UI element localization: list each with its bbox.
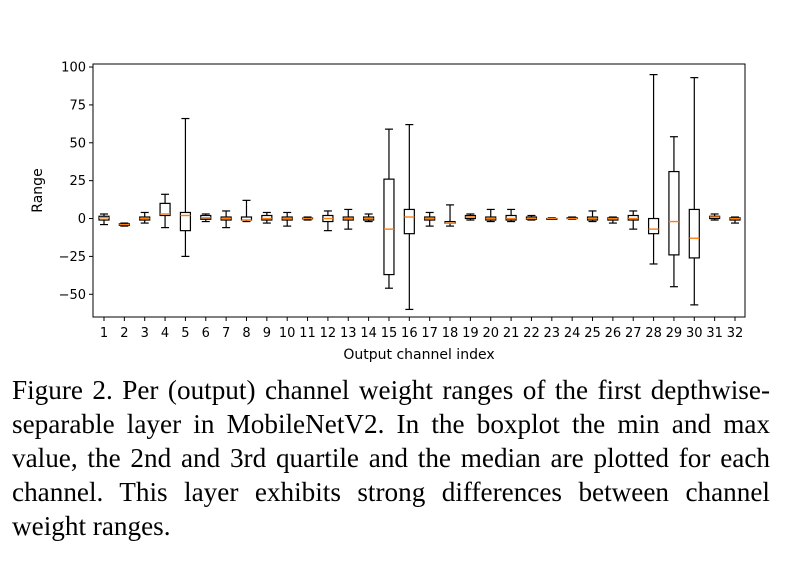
box-iqr xyxy=(688,208,700,259)
x-tick-label: 7 xyxy=(222,326,230,341)
box-iqr xyxy=(627,214,639,221)
x-tick-label: 19 xyxy=(462,326,479,341)
x-tick-label: 6 xyxy=(202,326,210,341)
box-iqr xyxy=(505,214,517,221)
x-tick-label: 14 xyxy=(360,326,377,341)
x-tick-label: 12 xyxy=(320,326,337,341)
y-tick-label: 0 xyxy=(78,212,86,227)
x-tick-label: 30 xyxy=(686,326,703,341)
x-tick-label: 28 xyxy=(645,326,662,341)
box-iqr xyxy=(159,202,171,217)
x-tick-label: 18 xyxy=(442,326,459,341)
x-tick-label: 11 xyxy=(299,326,316,341)
x-tick-label: 15 xyxy=(381,326,398,341)
boxplot-figure: 100 75 50 25 0 −25 −50 1 2 3 4 5 6 7 8 9 10 11 12 13 14 15 16 1… xyxy=(30,61,746,363)
box-iqr xyxy=(261,214,273,221)
x-tick-label: 9 xyxy=(263,326,271,341)
x-tick-label: 5 xyxy=(181,326,189,341)
figure-caption: Figure 2. Per (output) channel weight ra… xyxy=(12,375,770,541)
y-tick-label: 75 xyxy=(69,98,86,113)
x-tick-label: 16 xyxy=(401,326,418,341)
x-tick-label: 24 xyxy=(564,326,581,341)
x-tick-label: 17 xyxy=(421,326,438,341)
x-tick-label: 20 xyxy=(482,326,499,341)
plot-frame xyxy=(92,63,746,318)
box-iqr xyxy=(179,211,192,232)
y-tick-label: 25 xyxy=(69,174,86,189)
x-tick-label: 21 xyxy=(503,326,520,341)
x-tick-label: 4 xyxy=(161,326,169,341)
x-tick-label: 8 xyxy=(242,326,250,341)
x-tick-label: 23 xyxy=(544,326,561,341)
y-tick-label: 100 xyxy=(61,61,86,76)
x-tick-label: 26 xyxy=(605,326,622,341)
x-tick-label: 25 xyxy=(584,326,601,341)
x-tick-label: 2 xyxy=(120,326,128,341)
y-tick-label: −50 xyxy=(59,288,86,303)
box-iqr xyxy=(403,208,415,235)
y-tick-label: 50 xyxy=(69,136,86,151)
x-axis-label: Output channel index xyxy=(343,347,494,363)
x-tick-label: 3 xyxy=(141,326,149,341)
x-tick-label: 32 xyxy=(727,326,744,341)
box-iqr xyxy=(383,178,395,276)
x-tick-label: 22 xyxy=(523,326,540,341)
x-tick-label: 13 xyxy=(340,326,357,341)
box-iqr xyxy=(668,170,680,256)
x-tick-label: 27 xyxy=(625,326,642,341)
x-tick-label: 31 xyxy=(706,326,723,341)
x-tick-label: 29 xyxy=(666,326,683,341)
x-tick-label: 10 xyxy=(279,326,296,341)
x-tick-label: 1 xyxy=(100,326,108,341)
y-tick-label: −25 xyxy=(59,250,86,265)
box-iqr xyxy=(647,217,660,235)
y-axis-label: Range xyxy=(30,168,46,212)
